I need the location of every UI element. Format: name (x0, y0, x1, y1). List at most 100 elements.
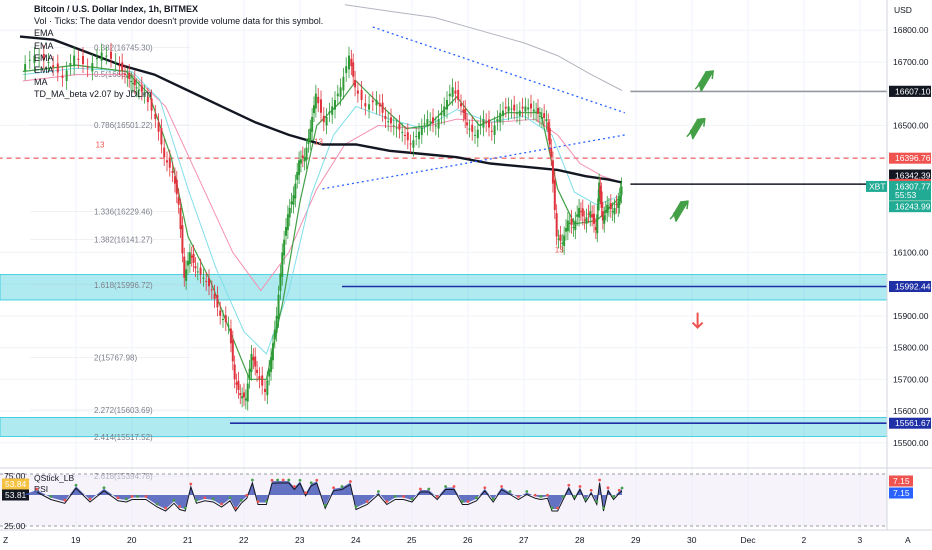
candle-body (601, 211, 604, 221)
indicator-ema-1[interactable]: EMA (34, 28, 54, 39)
candle-body (563, 235, 566, 247)
price-tag-label: 55:53 (895, 190, 917, 200)
candle-body (530, 103, 532, 109)
fib-label: 2.414(15517.52) (94, 433, 153, 442)
rsi-value-tag (2, 478, 29, 490)
candle-body (173, 176, 176, 184)
candle-body (301, 155, 304, 159)
indicator-ema-3[interactable]: EMA (34, 52, 54, 63)
candle-body (620, 186, 623, 195)
candle-body (513, 104, 516, 111)
indicator-ema-2[interactable]: EMA (34, 40, 54, 51)
candle-body (537, 107, 539, 114)
candle-body (354, 79, 357, 88)
candle-body (548, 127, 551, 145)
price-axis[interactable]: USD16800.0016700.0016500.0016400.0016100… (866, 0, 931, 530)
candle-body (24, 64, 27, 72)
candle-body (317, 96, 320, 104)
candle-body (294, 183, 297, 199)
rsi-dot (172, 498, 176, 502)
candle-body (192, 253, 195, 263)
candle-body (219, 310, 222, 316)
candle-body (187, 260, 189, 266)
qstick-area (22, 481, 623, 509)
candle-body (591, 214, 594, 218)
candle-body (271, 343, 274, 361)
candle-body (356, 90, 359, 94)
time-tick-label: 29 (631, 535, 641, 545)
candle-body (96, 57, 98, 60)
candle-body (348, 55, 350, 70)
rsi-dot (125, 497, 128, 501)
candle-body (313, 105, 315, 114)
rsi-dot (475, 496, 478, 500)
price-tick-label: 16500.00 (893, 120, 929, 130)
candle-body (73, 55, 76, 67)
rsi-dot (377, 490, 380, 493)
candle-body (131, 83, 134, 85)
time-tick-label: 3 (858, 535, 863, 545)
price-tick-label: 15600.00 (893, 406, 929, 416)
price-tag (889, 201, 931, 213)
time-tick-label: 23 (295, 535, 305, 545)
rsi-dot (385, 500, 389, 503)
price-tag (889, 85, 931, 97)
candle-body (135, 87, 138, 89)
candle-body (561, 242, 564, 244)
candle-body (476, 129, 479, 139)
rsi-dot (452, 485, 456, 488)
candle-body (150, 98, 153, 111)
candle-body (288, 207, 291, 218)
price-tag-label: 16607.10 (895, 86, 931, 96)
time-tick-label: 2 (802, 535, 807, 545)
candle-body (401, 131, 404, 133)
rsi-dot (567, 483, 571, 487)
rsi-dot (164, 506, 168, 510)
ma-grey-line (344, 4, 623, 91)
candle-body (371, 100, 374, 103)
time-tick-label: 25 (407, 535, 417, 545)
candle-body (543, 113, 546, 119)
indicator-ema-4[interactable]: EMA (34, 64, 54, 75)
candle-body (275, 315, 278, 333)
candle-body (231, 339, 234, 362)
candle-body (143, 93, 146, 95)
candle-body (606, 204, 609, 214)
rsi-dot (270, 478, 274, 482)
rsi-dot (276, 478, 279, 482)
candle-body (227, 325, 230, 327)
time-axis[interactable]: 19 20 21 22 23 24 25 26 27 28 29 30 Dec 2 3Z A (0, 529, 932, 545)
rsi-sub: RSI (34, 484, 48, 494)
indicator-ma[interactable]: MA (34, 77, 48, 88)
candle-body (188, 252, 191, 265)
candle-body (91, 63, 94, 72)
rsi-dot (578, 485, 582, 488)
candle-body (437, 119, 440, 129)
candle-body (462, 109, 465, 113)
candle-body (390, 117, 392, 124)
candle-body (460, 103, 462, 107)
indicator-td-ma[interactable]: TD_MA_beta v2.07 by JDLim (34, 89, 152, 100)
candle-body (181, 225, 184, 254)
candle-body (502, 110, 504, 116)
candle-body (454, 90, 457, 94)
candle-body (609, 203, 612, 209)
candle-body (471, 124, 474, 132)
price-tag (889, 417, 931, 429)
candle-body (350, 58, 353, 67)
candle-body (532, 109, 535, 112)
candle-body (432, 117, 434, 124)
candle-body (168, 158, 171, 168)
rsi-value-label: 53.84 (5, 479, 27, 489)
candle-body (398, 123, 401, 130)
candle-body (585, 217, 588, 224)
candle-body (190, 255, 193, 258)
candle-body (336, 93, 339, 97)
candle-body (565, 228, 567, 232)
rsi-dot (315, 478, 319, 482)
rsi-dot (546, 493, 549, 497)
symbol-title[interactable]: Bitcoin / U.S. Dollar Index, 1h, BITMEX (34, 4, 199, 14)
rsi-line (36, 481, 623, 512)
candle-body (551, 160, 554, 184)
